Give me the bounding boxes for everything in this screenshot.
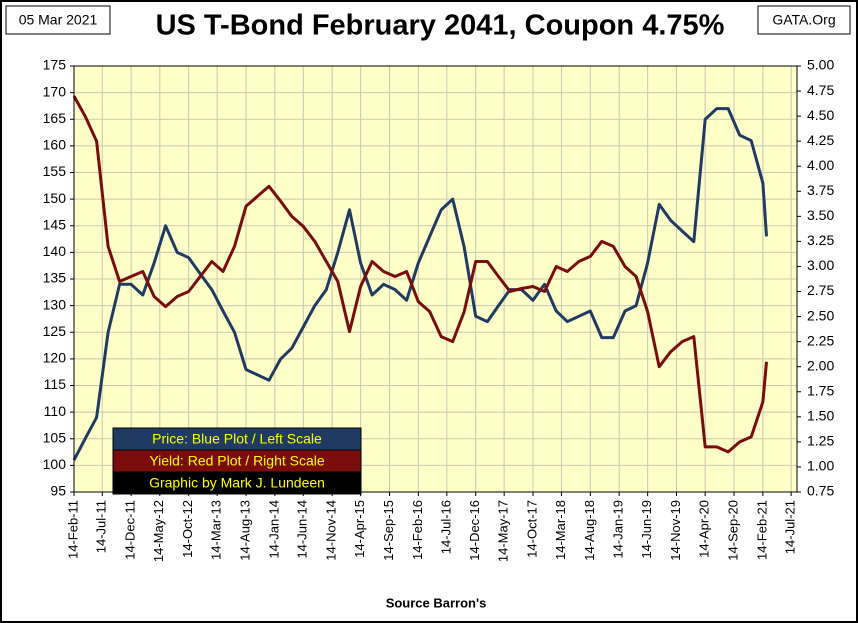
x-tick-label: 14-Mar-13 [209,500,224,560]
y2-tick-label: 3.00 [807,257,834,273]
y2-tick-label: 5.00 [807,57,834,73]
x-tick-label: 14-Oct-17 [524,500,539,558]
x-tick-label: 14-Jul-21 [783,500,798,554]
y2-tick-label: 0.75 [807,483,834,499]
x-tick-label: 14-Feb-21 [754,500,769,560]
x-tick-label: 14-May-12 [151,500,166,562]
y-tick-label: 175 [43,57,67,73]
x-tick-label: 14-Dec-11 [123,500,138,560]
y-tick-label: 125 [43,323,67,339]
y2-tick-label: 2.75 [807,282,834,298]
x-tick-label: 14-Oct-12 [180,500,195,558]
chart-title: US T-Bond February 2041, Coupon 4.75% [156,10,725,42]
y-tick-label: 160 [43,137,67,153]
y2-tick-label: 3.75 [807,182,834,198]
x-tick-label: 14-Jan-14 [266,500,281,559]
x-tick-label: 14-Jul-11 [94,500,109,553]
date-box [5,5,111,35]
y2-tick-label: 2.50 [807,307,834,323]
site-label: GATA.Org [772,12,835,28]
x-tick-label: 14-Feb-11 [65,500,80,559]
y-tick-label: 105 [43,429,67,445]
y-tick-label: 95 [50,483,66,499]
plot-border [73,65,798,493]
y-tick-label: 165 [43,110,67,126]
x-tick-label: 14-Jun-14 [295,500,310,559]
y2-tick-label: 4.25 [807,132,834,148]
x-tick-label: 14-Aug-13 [237,500,252,561]
y-tick-label: 140 [43,243,67,259]
y-tick-label: 150 [43,190,67,206]
x-tick-label: 14-Apr-15 [352,500,367,558]
y2-tick-label: 1.25 [807,433,834,449]
y-tick-label: 120 [43,350,67,366]
series-line [72,95,768,454]
site-box [757,5,851,35]
legend-label: Price: Blue Plot / Left Scale [152,431,322,447]
credit-label: Graphic by Mark J. Lundeen [149,475,325,491]
y2-tick-label: 3.50 [807,207,834,223]
y2-tick-label: 4.00 [807,157,834,173]
y-tick-label: 115 [44,376,67,392]
y-tick-label: 110 [44,403,67,419]
y2-tick-label: 1.50 [807,408,834,424]
x-tick-label: 14-Nov-14 [324,500,339,561]
date-label: 05 Mar 2021 [19,12,98,28]
credit-box [112,471,362,495]
y2-tick-label: 1.75 [807,382,834,398]
x-tick-label: 14-Dec-16 [467,500,482,561]
y-tick-label: 100 [43,456,67,472]
x-tick-label: 14-Feb-16 [410,500,425,560]
x-tick-label: 14-May-17 [496,500,511,562]
x-tick-label: 14-Sep-20 [725,500,740,561]
x-tick-label: 14-Aug-18 [582,500,597,561]
x-tick-label: 14-Apr-20 [697,500,712,558]
series-line [72,107,768,461]
y-tick-label: 155 [43,163,67,179]
y2-tick-label: 3.25 [807,232,834,248]
x-axis-label: Source Barron's [386,595,487,610]
x-tick-label: 14-Jul-16 [438,500,453,554]
y2-tick-label: 2.25 [807,332,834,348]
y-tick-label: 130 [43,296,67,312]
y2-tick-label: 4.50 [807,107,834,123]
y2-tick-label: 1.00 [807,458,834,474]
x-tick-label: 14-Jun-19 [639,500,654,559]
y-tick-label: 145 [43,216,67,232]
y2-tick-label: 4.75 [807,82,834,98]
x-tick-label: 14-Jan-19 [611,500,626,559]
y2-tick-label: 2.00 [807,357,834,373]
legend-label: Yield: Red Plot / Right Scale [149,453,325,469]
x-tick-label: 14-Nov-19 [668,500,683,561]
y-tick-label: 135 [43,270,67,286]
x-tick-label: 14-Mar-18 [553,500,568,560]
x-tick-label: 14-Sep-15 [381,500,396,561]
y-tick-label: 170 [43,83,67,99]
